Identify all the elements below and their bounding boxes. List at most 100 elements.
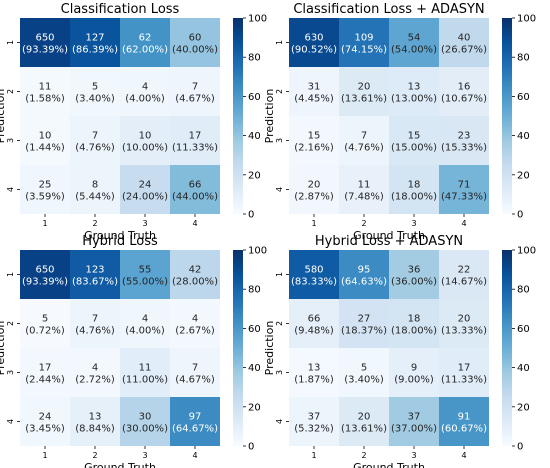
cell-count: 91 <box>458 412 471 423</box>
cell-percent: (28.00%) <box>172 277 218 288</box>
cell-percent: (44.00%) <box>172 192 218 203</box>
heatmap-cell <box>339 67 389 116</box>
y-axis-label: Prediction <box>0 89 7 144</box>
panel-title: Classification Loss <box>61 2 180 17</box>
y-tick-label: 1 <box>275 40 284 45</box>
cell-count: 580 <box>304 265 323 276</box>
cell-percent: (3.45%) <box>25 424 65 435</box>
y-tick-label: 3 <box>6 370 15 375</box>
heatmap-cell <box>339 250 389 299</box>
cell-percent: (9.48%) <box>294 326 334 337</box>
cell-count: 66 <box>308 314 321 325</box>
cell-count: 4 <box>142 82 148 93</box>
cell-percent: (47.33%) <box>441 192 487 203</box>
colorbar-tick-label: 40 <box>248 131 261 142</box>
x-tick-label: 4 <box>192 219 197 228</box>
cell-count: 16 <box>458 82 471 93</box>
cell-count: 5 <box>361 363 367 374</box>
cell-count: 40 <box>458 33 471 44</box>
cell-percent: (4.00%) <box>125 94 165 105</box>
heatmap-cell <box>20 67 70 116</box>
heatmap-cell <box>70 67 120 116</box>
cell-percent: (74.15%) <box>341 45 387 56</box>
cell-percent: (3.40%) <box>75 94 115 105</box>
cell-percent: (5.32%) <box>294 424 334 435</box>
heatmap-cell <box>120 67 170 116</box>
cell-percent: (90.52%) <box>291 45 337 56</box>
cell-percent: (11.33%) <box>441 375 487 386</box>
x-tick-label: 3 <box>142 451 147 460</box>
cell-percent: (18.37%) <box>341 326 387 337</box>
colorbar-tick-label: 20 <box>517 402 530 413</box>
cell-percent: (13.61%) <box>341 424 387 435</box>
cell-count: 13 <box>408 82 421 93</box>
x-axis-label: Ground Truth <box>84 229 156 242</box>
cell-percent: (36.00%) <box>391 277 437 288</box>
cell-count: 17 <box>458 363 471 374</box>
heatmap-cell <box>289 250 339 299</box>
cell-percent: (9.00%) <box>394 375 434 386</box>
cell-percent: (15.00%) <box>391 143 437 154</box>
heatmap-cell <box>439 67 489 116</box>
heatmap-cell <box>339 116 389 165</box>
cell-count: 55 <box>139 265 152 276</box>
heatmap-cell <box>70 116 120 165</box>
colorbar-tick-label: 20 <box>248 402 261 413</box>
cell-percent: (15.33%) <box>441 143 487 154</box>
cell-percent: (4.67%) <box>175 375 215 386</box>
cell-count: 15 <box>308 131 321 142</box>
colorbar-tick-label: 80 <box>248 285 261 296</box>
colorbar <box>233 250 243 446</box>
cell-percent: (11.00%) <box>122 375 168 386</box>
cell-count: 11 <box>358 180 371 191</box>
heatmap-cell <box>120 18 170 67</box>
colorbar-tick-label: 80 <box>517 285 530 296</box>
cell-percent: (8.84%) <box>75 424 115 435</box>
cell-percent: (1.44%) <box>25 143 65 154</box>
cell-count: 18 <box>408 180 421 191</box>
cell-count: 37 <box>308 412 321 423</box>
heatmap-cell <box>439 165 489 214</box>
x-tick-label: 3 <box>411 219 416 228</box>
cell-percent: (10.67%) <box>441 94 487 105</box>
cell-percent: (1.87%) <box>294 375 334 386</box>
x-axis-label: Ground Truth <box>353 229 425 242</box>
heatmap-cell <box>70 397 120 446</box>
cell-count: 7 <box>92 131 98 142</box>
heatmap-cell <box>170 348 220 397</box>
cell-count: 30 <box>139 412 152 423</box>
panel-title: Classification Loss + ADASYN <box>293 2 484 17</box>
heatmap-cell <box>339 18 389 67</box>
heatmap-cell <box>439 116 489 165</box>
heatmap-cell <box>70 250 120 299</box>
x-tick-label: 3 <box>142 219 147 228</box>
colorbar-tick-label: 0 <box>248 442 254 453</box>
x-axis-label: Ground Truth <box>84 461 156 468</box>
colorbar <box>502 18 512 214</box>
colorbar-tick-label: 80 <box>517 53 530 64</box>
cell-count: 8 <box>92 180 98 191</box>
heatmap-cell <box>339 165 389 214</box>
cell-count: 650 <box>35 265 54 276</box>
cell-count: 7 <box>92 314 98 325</box>
y-tick-label: 2 <box>275 321 284 326</box>
heatmap-cell <box>289 299 339 348</box>
cell-percent: (18.00%) <box>391 326 437 337</box>
cell-percent: (13.33%) <box>441 326 487 337</box>
cell-percent: (60.67%) <box>441 424 487 435</box>
colorbar-tick-label: 80 <box>248 53 261 64</box>
heatmap-cell <box>389 116 439 165</box>
cell-percent: (4.76%) <box>344 143 384 154</box>
heatmap-cell <box>439 299 489 348</box>
colorbar-tick-label: 40 <box>248 363 261 374</box>
colorbar <box>233 18 243 214</box>
cell-percent: (4.76%) <box>75 143 115 154</box>
cell-count: 95 <box>358 265 371 276</box>
cell-count: 97 <box>189 412 202 423</box>
cell-count: 4 <box>92 363 98 374</box>
cell-count: 20 <box>458 314 471 325</box>
cell-count: 31 <box>308 82 321 93</box>
cell-count: 66 <box>189 180 202 191</box>
cell-percent: (93.39%) <box>22 45 68 56</box>
